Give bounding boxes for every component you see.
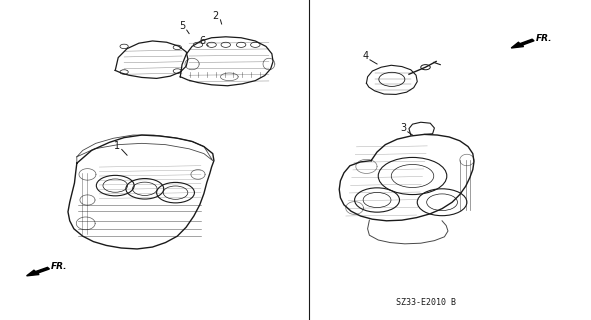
Text: FR.: FR. bbox=[51, 262, 67, 271]
Polygon shape bbox=[409, 122, 434, 135]
Polygon shape bbox=[180, 37, 273, 86]
Polygon shape bbox=[115, 41, 188, 78]
Polygon shape bbox=[339, 134, 474, 221]
Text: 4: 4 bbox=[362, 51, 368, 61]
Text: 1: 1 bbox=[114, 140, 120, 151]
Polygon shape bbox=[366, 65, 417, 94]
Text: 5: 5 bbox=[179, 21, 185, 31]
Text: 3: 3 bbox=[400, 123, 406, 133]
Polygon shape bbox=[27, 267, 50, 276]
Text: 2: 2 bbox=[213, 11, 219, 21]
Text: FR.: FR. bbox=[535, 34, 552, 43]
Polygon shape bbox=[68, 135, 214, 249]
Text: 6: 6 bbox=[199, 36, 205, 46]
Text: SZ33-E2010 B: SZ33-E2010 B bbox=[395, 298, 456, 307]
Polygon shape bbox=[511, 39, 534, 48]
